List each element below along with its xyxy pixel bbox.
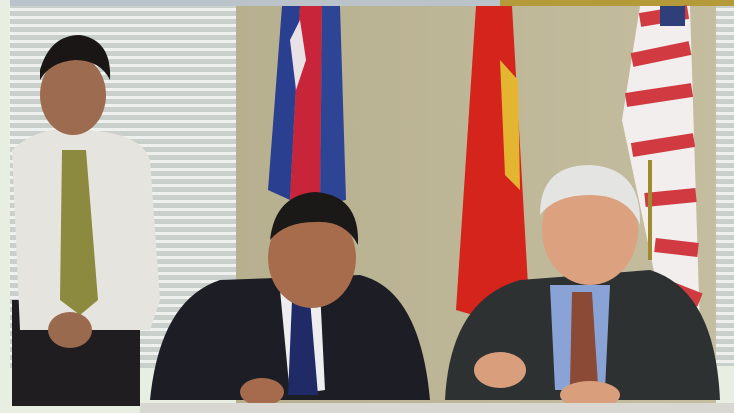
flag-cambodia <box>268 6 346 205</box>
flag-usa <box>622 5 703 330</box>
person-standing <box>12 35 160 406</box>
frame <box>500 0 734 6</box>
flag-vietnam <box>456 6 530 320</box>
window-blinds-right <box>716 6 734 366</box>
top-strip <box>10 0 734 6</box>
table-papers <box>140 403 734 413</box>
person-center <box>150 192 430 406</box>
person-right <box>445 165 720 409</box>
